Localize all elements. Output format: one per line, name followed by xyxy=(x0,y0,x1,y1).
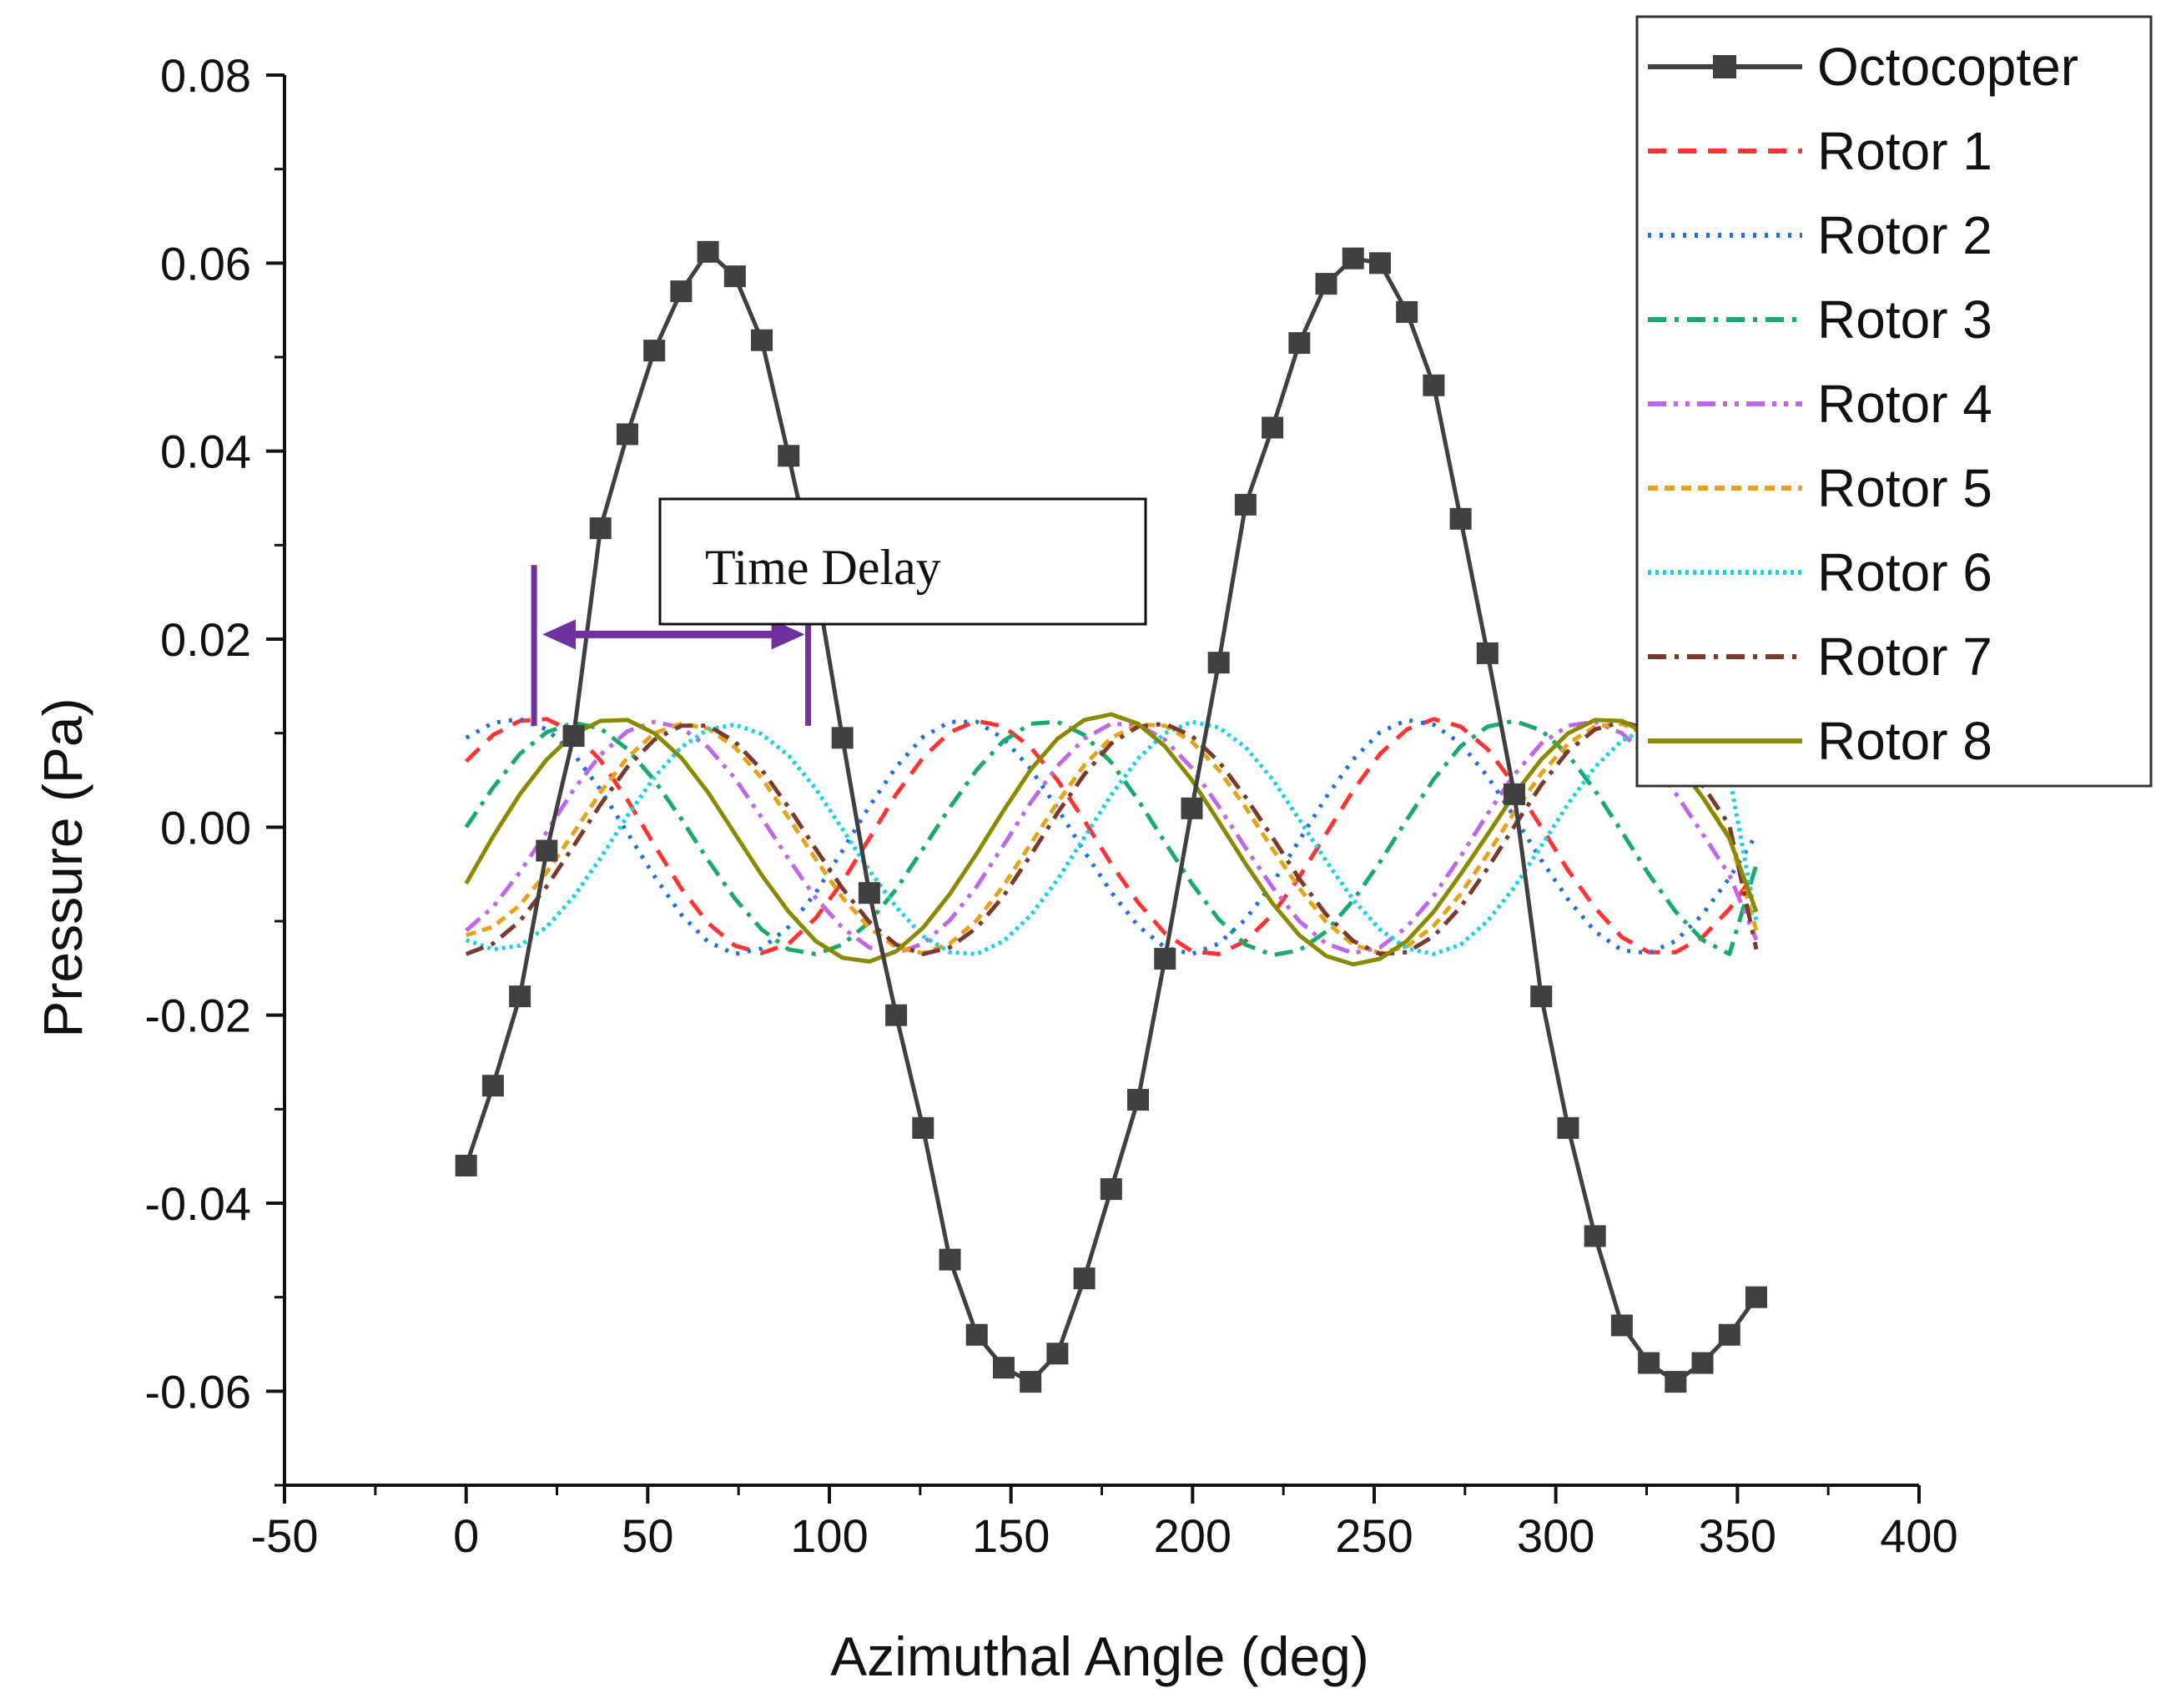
annotation-group: Time Delay xyxy=(531,497,1147,726)
time-delay-arrow-head-right xyxy=(771,619,805,650)
octocopter-point xyxy=(455,1154,477,1176)
octocopter-point xyxy=(723,265,746,288)
series-line-octocopter xyxy=(464,249,1759,1384)
octocopter-point xyxy=(1181,797,1203,819)
octocopter-point xyxy=(1020,1371,1042,1393)
octocopter-point xyxy=(1449,507,1472,530)
time-delay-arrow-head-left xyxy=(542,619,577,650)
octocopter-point xyxy=(1691,1352,1714,1374)
y-tick-label: 0.08 xyxy=(160,49,251,102)
x-tick-label: -50 xyxy=(251,1509,319,1562)
octocopter-point xyxy=(1046,1343,1069,1365)
octocopter-point xyxy=(1288,332,1311,355)
octocopter-point xyxy=(643,340,666,362)
y-tick-label: 0.02 xyxy=(160,613,251,666)
x-tick-label: 400 xyxy=(1880,1509,1957,1562)
legend-label-rotor-5: Rotor 5 xyxy=(1817,458,1992,518)
y-tick-label: 0.04 xyxy=(160,426,251,478)
series-line-rotor-4 xyxy=(465,719,1759,955)
octocopter-point xyxy=(751,329,773,351)
octocopter-point xyxy=(1610,1314,1633,1337)
x-tick-label: 300 xyxy=(1517,1509,1594,1562)
legend-label-rotor-8: Rotor 8 xyxy=(1817,711,1992,771)
series-group xyxy=(455,240,1767,1393)
octocopter-point xyxy=(939,1248,961,1271)
octocopter-point xyxy=(589,517,612,540)
octocopter-point xyxy=(1557,1116,1579,1139)
x-tick-label: 0 xyxy=(453,1509,479,1562)
octocopter-point xyxy=(1665,1371,1687,1393)
legend-marker-octocopter xyxy=(1713,55,1736,78)
x-tick-label: 50 xyxy=(622,1509,673,1562)
legend-label-rotor-6: Rotor 6 xyxy=(1817,542,1992,602)
octocopter-point xyxy=(992,1357,1015,1379)
octocopter-point xyxy=(1504,783,1526,805)
series-line-rotor-1 xyxy=(464,717,1759,956)
octocopter-point xyxy=(562,725,585,748)
octocopter-point xyxy=(1718,1323,1740,1346)
octocopter-point xyxy=(1396,300,1418,323)
octocopter-point xyxy=(1342,247,1364,270)
y-tick-label: -0.04 xyxy=(144,1177,251,1230)
legend-label-rotor-1: Rotor 1 xyxy=(1817,121,1992,181)
y-tick-label: -0.06 xyxy=(144,1365,251,1418)
x-axis-title: Azimuthal Angle (deg) xyxy=(830,1625,1369,1687)
octocopter-point xyxy=(778,445,800,467)
octocopter-point xyxy=(481,1075,504,1097)
octocopter-point xyxy=(1530,985,1553,1008)
legend-label-rotor-3: Rotor 3 xyxy=(1817,290,1992,350)
y-axis-title: Pressure (Pa) xyxy=(32,698,93,1037)
time-delay-label: Time Delay xyxy=(705,540,941,595)
x-tick-label: 350 xyxy=(1699,1509,1776,1562)
series-line-rotor-2 xyxy=(465,717,1759,956)
octocopter-point xyxy=(616,423,638,446)
x-tick-label: 150 xyxy=(972,1509,1050,1562)
octocopter-point xyxy=(831,727,854,749)
legend-box xyxy=(1635,15,2153,788)
octocopter-point xyxy=(1127,1089,1150,1111)
series-line-rotor-3 xyxy=(464,718,1759,958)
octocopter-point xyxy=(1073,1267,1096,1290)
octocopter-point xyxy=(536,839,558,862)
y-tick-label: -0.02 xyxy=(144,990,251,1042)
octocopter-point xyxy=(1315,273,1337,295)
octocopter-point xyxy=(858,882,880,904)
y-tick-label: 0.06 xyxy=(160,237,251,290)
series-line-rotor-7 xyxy=(465,719,1759,956)
octocopter-point xyxy=(1207,652,1230,674)
series-line-rotor-6 xyxy=(465,719,1759,956)
x-tick-label: 250 xyxy=(1335,1509,1413,1562)
x-tick-label: 100 xyxy=(790,1509,868,1562)
octocopter-point xyxy=(1100,1178,1122,1201)
octocopter-point xyxy=(1423,374,1445,396)
octocopter-point xyxy=(1745,1286,1767,1308)
axes: -50 0 50 100 150 200 250 300 350 400 -0.06 -0.04 -0.… xyxy=(144,49,1957,1562)
octocopter-point xyxy=(1154,948,1176,970)
octocopter-point xyxy=(1234,493,1257,516)
x-tick-label: 200 xyxy=(1154,1509,1232,1562)
legend-label-octocopter: Octocopter xyxy=(1817,37,2078,97)
octocopter-point xyxy=(1476,642,1499,664)
time-delay-box xyxy=(658,497,1147,626)
legend-label-rotor-2: Rotor 2 xyxy=(1817,205,1992,265)
octocopter-point xyxy=(885,1004,908,1026)
legend-label-rotor-7: Rotor 7 xyxy=(1817,627,1992,687)
octocopter-point xyxy=(965,1323,988,1346)
octocopter-point xyxy=(1368,252,1391,275)
octocopter-point xyxy=(1638,1352,1660,1374)
y-tick-label: 0.00 xyxy=(160,801,251,854)
octocopter-point xyxy=(1262,416,1284,439)
octocopter-point xyxy=(1584,1225,1606,1247)
octocopter-point xyxy=(670,280,693,303)
series-line-rotor-8 xyxy=(464,712,1759,967)
octocopter-point xyxy=(912,1116,934,1139)
octocopter-point xyxy=(697,240,719,263)
legend: Octocopter Rotor 1 Rotor 2 Rotor 3 Rotor 4 Ro… xyxy=(1635,15,2153,788)
octocopter-point xyxy=(509,985,531,1008)
legend-label-rotor-4: Rotor 4 xyxy=(1817,374,1992,434)
